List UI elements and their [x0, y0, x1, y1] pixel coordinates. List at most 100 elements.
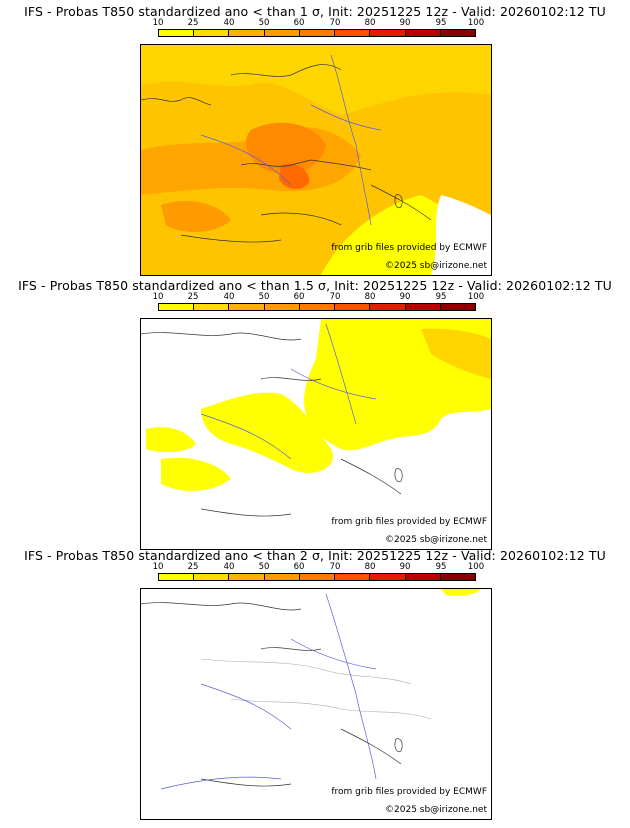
legend-swatch [335, 304, 371, 310]
probability-legend: 10 25 40 50 60 70 80 90 95 100 [153, 292, 484, 314]
legend-swatch [159, 574, 195, 580]
legend-swatch [335, 574, 371, 580]
legend-tick: 95 [435, 18, 447, 28]
legend-tick: 80 [364, 18, 376, 28]
legend-tick: 25 [187, 18, 199, 28]
copyright: ©2025 sb@irizone.net [385, 805, 487, 815]
legend-tick: 95 [435, 562, 447, 572]
legend-swatch [264, 574, 300, 580]
legend-tick: 40 [223, 562, 235, 572]
legend-tick: 10 [152, 292, 164, 302]
probability-map[interactable]: from grib files provided by ECMWF ©2025 … [140, 588, 492, 820]
legend-swatch [299, 30, 336, 36]
legend-tick: 10 [152, 18, 164, 28]
legend-swatch [405, 574, 441, 580]
legend-tick: 80 [364, 562, 376, 572]
legend-colorbar [158, 29, 476, 37]
legend-colorbar [158, 573, 476, 581]
probability-map[interactable]: from grib files provided by ECMWF ©2025 … [140, 318, 492, 550]
legend-swatch [440, 304, 475, 310]
legend-swatch [229, 574, 265, 580]
legend-tick: 95 [435, 292, 447, 302]
regional-borders [200, 658, 432, 720]
legend-swatch [159, 30, 195, 36]
probability-legend: 10 25 40 50 60 70 80 90 95 100 [153, 18, 484, 40]
prob-field-max [279, 163, 310, 190]
legend-swatch [264, 30, 300, 36]
country-borders [141, 64, 432, 243]
legend-swatch [370, 304, 406, 310]
rivers [200, 54, 382, 226]
legend-tick: 10 [152, 562, 164, 572]
country-borders [141, 602, 402, 787]
legend-tick: 70 [329, 18, 341, 28]
panel-1-5sigma: IFS - Probas T850 standardized ano < tha… [0, 278, 630, 554]
data-credit: from grib files provided by ECMWF [331, 787, 487, 797]
rivers [200, 323, 377, 460]
legend-tick: 50 [258, 18, 270, 28]
legend-swatch [299, 574, 336, 580]
legend-tick: 50 [258, 292, 270, 302]
prob-field-ne-speck [441, 589, 481, 596]
prob-field-atlantic [146, 427, 196, 453]
legend-tick: 25 [187, 562, 199, 572]
prob-field-iberia [161, 200, 231, 232]
legend-tick: 60 [293, 562, 305, 572]
panel-title: IFS - Probas T850 standardized ano < tha… [18, 278, 612, 293]
prob-field-north [141, 45, 491, 115]
prob-field-ne-peak [421, 328, 491, 379]
legend-tick: 90 [399, 562, 411, 572]
legend-swatch [194, 574, 230, 580]
corsica-outline [394, 738, 403, 753]
data-credit: from grib files provided by ECMWF [331, 517, 487, 527]
legend-swatch [335, 30, 371, 36]
legend-swatch [264, 304, 300, 310]
legend-swatch [405, 30, 441, 36]
legend-tick: 100 [467, 18, 485, 28]
legend-tick: 50 [258, 562, 270, 572]
legend-tick: 80 [364, 292, 376, 302]
legend-tick: 60 [293, 18, 305, 28]
legend-swatch [159, 304, 195, 310]
map-canvas [141, 45, 491, 275]
legend-swatch [440, 574, 475, 580]
copyright: ©2025 sb@irizone.net [385, 261, 487, 271]
panel-2sigma: IFS - Probas T850 standardized ano < tha… [0, 548, 630, 824]
legend-tick: 100 [467, 292, 485, 302]
country-borders [141, 332, 402, 517]
copyright: ©2025 sb@irizone.net [385, 535, 487, 545]
data-credit: from grib files provided by ECMWF [331, 243, 487, 253]
legend-tick: 40 [223, 18, 235, 28]
corsica-outline [394, 468, 403, 483]
prob-field-france [201, 392, 333, 473]
legend-swatch [194, 304, 230, 310]
legend-swatch [405, 304, 441, 310]
probability-map[interactable]: from grib files provided by ECMWF ©2025 … [140, 44, 492, 276]
probability-legend: 10 25 40 50 60 70 80 90 95 100 [153, 562, 484, 584]
rivers [160, 593, 377, 790]
map-canvas [141, 319, 491, 517]
panel-title: IFS - Probas T850 standardized ano < tha… [24, 548, 606, 563]
legend-swatch [370, 574, 406, 580]
panel-1sigma: IFS - Probas T850 standardized ano < tha… [0, 4, 630, 280]
legend-swatch [194, 30, 230, 36]
legend-tick: 100 [467, 562, 485, 572]
prob-field-blank [431, 195, 491, 275]
legend-swatch [299, 304, 336, 310]
legend-tick: 90 [399, 292, 411, 302]
legend-tick: 70 [329, 562, 341, 572]
legend-tick: 40 [223, 292, 235, 302]
prob-field-iberia [161, 457, 231, 491]
legend-tick: 70 [329, 292, 341, 302]
legend-swatch [440, 30, 475, 36]
legend-swatch [229, 304, 265, 310]
map-canvas [141, 589, 481, 790]
corsica-outline [394, 194, 403, 209]
legend-tick: 90 [399, 18, 411, 28]
legend-colorbar [158, 303, 476, 311]
legend-tick: 25 [187, 292, 199, 302]
legend-swatch [229, 30, 265, 36]
legend-swatch [370, 30, 406, 36]
legend-tick: 60 [293, 292, 305, 302]
panel-title: IFS - Probas T850 standardized ano < tha… [24, 4, 606, 19]
